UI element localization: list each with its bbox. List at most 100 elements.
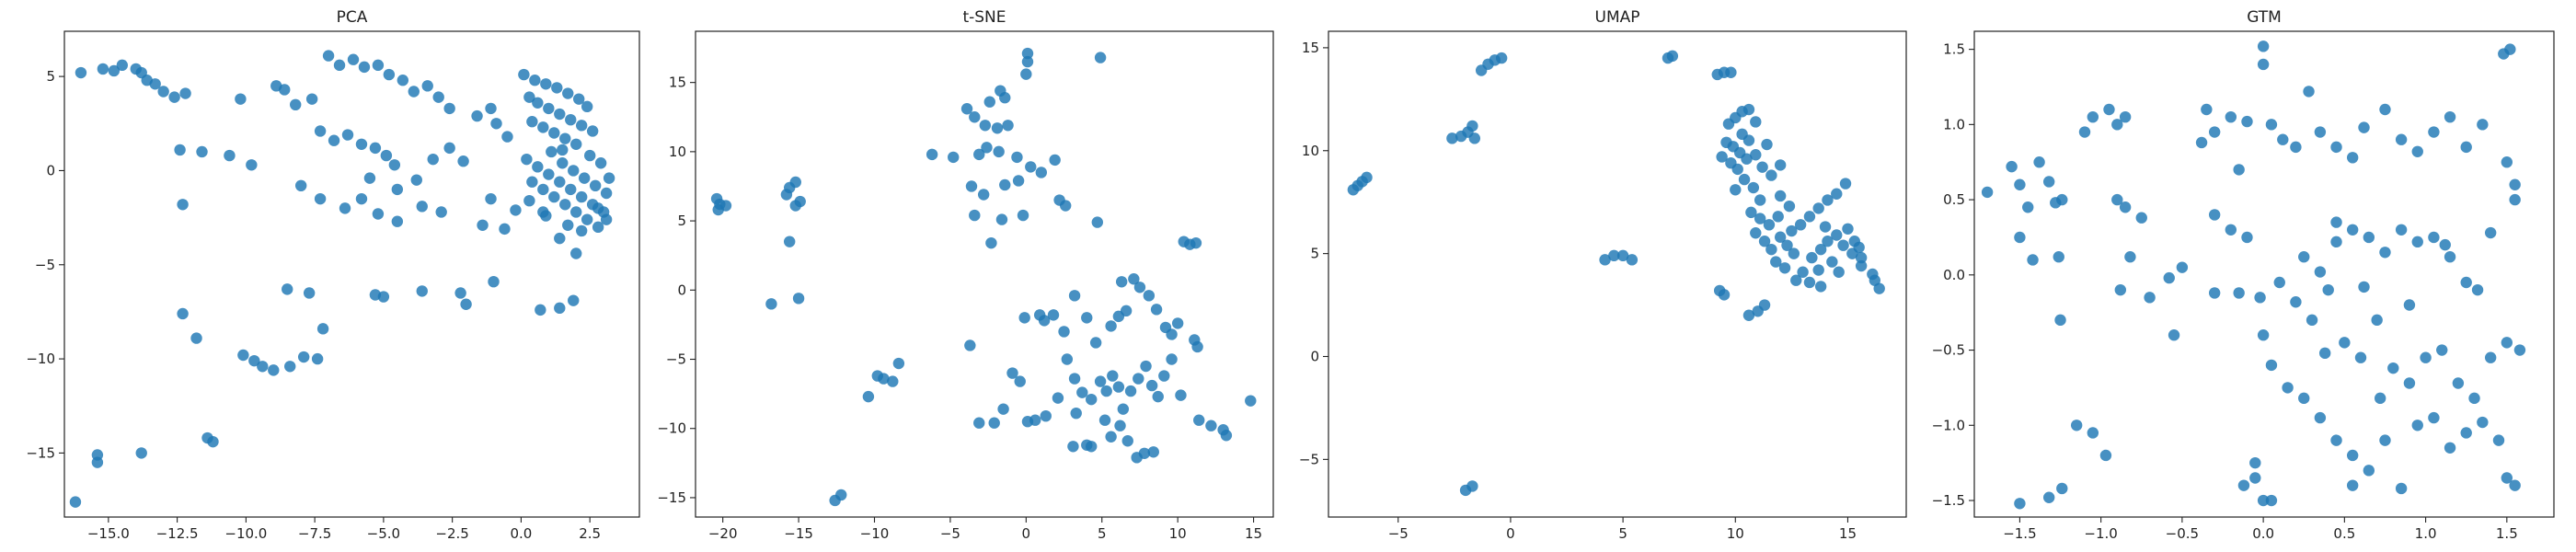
y-tick-label: −1.5 [1932, 492, 1965, 509]
data-point [1812, 264, 1824, 276]
data-point [328, 134, 340, 146]
data-point [586, 125, 599, 137]
data-point [2346, 224, 2359, 236]
y-tick-label: 5 [46, 68, 55, 85]
data-point [416, 285, 428, 297]
data-point [1006, 367, 1018, 379]
data-point [454, 287, 466, 299]
data-point [314, 192, 327, 205]
data-point [2318, 347, 2331, 360]
t-sne-points [710, 47, 1257, 507]
data-point [1190, 236, 1202, 249]
data-point [1599, 254, 1611, 266]
panel-umap: UMAP −5 0 5 10 15 −5 0 5 10 15 [1299, 8, 1907, 542]
data-point [490, 118, 502, 130]
y-tick-label: −1.0 [1932, 417, 1965, 433]
data-point [2290, 141, 2302, 154]
data-point [1140, 360, 1152, 373]
data-point [1105, 431, 1117, 443]
data-point [2249, 472, 2261, 484]
data-point [2078, 126, 2091, 138]
data-point [1763, 219, 1776, 231]
data-point [471, 109, 483, 122]
data-point [535, 304, 546, 316]
data-point [559, 199, 571, 211]
data-point [2477, 416, 2489, 429]
data-point [1803, 211, 1816, 223]
data-point [2420, 351, 2432, 363]
y-tick-label: −10 [657, 420, 686, 437]
x-tick-label: 5 [1618, 525, 1627, 542]
data-point [1121, 435, 1133, 447]
data-point [1068, 373, 1081, 385]
data-point [2042, 491, 2055, 503]
data-point [2428, 126, 2440, 138]
x-tick-label: 0.0 [2252, 525, 2274, 542]
data-point [995, 213, 1008, 225]
data-point [1133, 282, 1146, 293]
data-point [554, 176, 566, 188]
y-tick-label: −15 [657, 489, 686, 506]
x-tick-label: 1.5 [2496, 525, 2518, 542]
data-point [1730, 184, 1742, 196]
data-point [1098, 414, 1111, 426]
data-point [1758, 236, 1771, 247]
data-point [380, 149, 393, 162]
data-point [2303, 86, 2315, 98]
pca-points [69, 50, 615, 508]
data-point [2387, 362, 2399, 374]
data-point [1012, 175, 1025, 187]
data-point [2395, 133, 2408, 145]
data-point [570, 138, 582, 150]
data-point [1750, 149, 1762, 161]
data-point [532, 97, 544, 109]
data-point [1765, 169, 1777, 181]
data-point [526, 116, 538, 128]
data-point [2395, 482, 2408, 495]
x-tick-label: −0.5 [2166, 525, 2199, 542]
data-point [499, 223, 511, 236]
data-point [1094, 52, 1107, 63]
data-point [2509, 479, 2521, 491]
data-point [1029, 414, 1041, 426]
x-tick-label: −15.0 [87, 525, 130, 542]
data-point [1059, 200, 1072, 212]
y-tick-label: −0.5 [1932, 342, 1965, 359]
y-tick-label: 5 [677, 213, 686, 229]
data-point [559, 132, 571, 144]
data-point [548, 190, 560, 203]
y-tick-label: 1.5 [1943, 41, 1965, 58]
data-point [2022, 201, 2034, 213]
data-point [592, 221, 604, 234]
x-tick-label: 0.0 [510, 525, 532, 542]
data-point [2114, 283, 2127, 296]
data-point [246, 159, 258, 171]
data-point [297, 351, 310, 363]
data-point [1100, 385, 1112, 397]
data-point [2103, 103, 2115, 116]
data-point [2411, 236, 2423, 248]
data-point [2330, 236, 2342, 248]
y-tick-label: 15 [669, 75, 686, 91]
data-point [594, 157, 607, 169]
data-point [1770, 256, 1782, 268]
x-tick-label: −5 [940, 525, 960, 542]
data-point [224, 149, 236, 162]
data-point [2208, 287, 2221, 299]
data-point [2265, 359, 2278, 372]
data-point [557, 144, 569, 156]
x-tick-label: 0 [1506, 525, 1515, 542]
data-point [988, 417, 1000, 429]
data-point [529, 75, 541, 86]
data-point [1790, 274, 1802, 286]
x-tick-label: −7.5 [298, 525, 331, 542]
data-point [570, 206, 582, 218]
data-point [1018, 312, 1030, 324]
data-point [2014, 498, 2026, 510]
data-point [427, 153, 439, 166]
data-point [477, 219, 489, 231]
data-point [305, 93, 318, 105]
data-point [568, 165, 580, 177]
data-point [554, 302, 566, 315]
y-tick-label: −5 [1299, 451, 1319, 467]
